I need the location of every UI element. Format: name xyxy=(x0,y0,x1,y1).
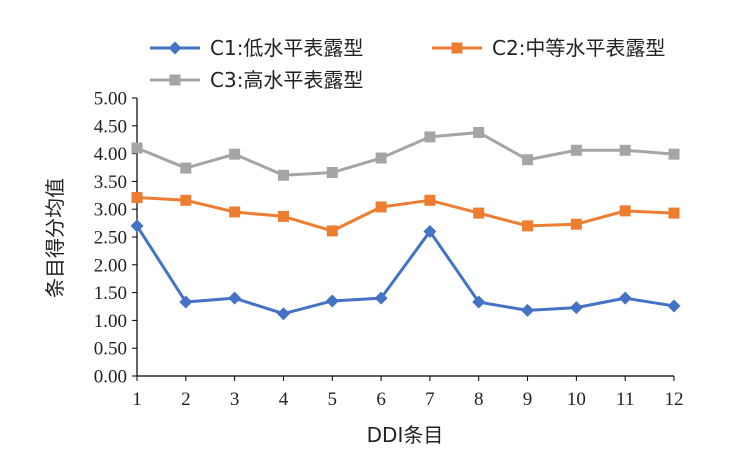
data-point xyxy=(473,207,485,219)
y-tick-label: 3.50 xyxy=(94,172,127,193)
y-tick-label: 4.50 xyxy=(94,116,127,137)
data-point xyxy=(325,294,339,308)
data-point xyxy=(375,201,387,213)
legend-item: C2:中等水平表露型 xyxy=(432,36,665,60)
data-point xyxy=(130,219,144,233)
data-point xyxy=(522,154,534,166)
y-tick-label: 1.00 xyxy=(94,311,127,332)
legend-label: C2:中等水平表露型 xyxy=(492,36,665,60)
data-point xyxy=(375,152,387,164)
data-point xyxy=(473,126,485,138)
x-axis-title: DDI条目 xyxy=(367,423,444,447)
data-point xyxy=(472,295,486,309)
data-point xyxy=(521,303,535,317)
y-tick-label: 2.00 xyxy=(94,255,127,276)
data-point xyxy=(326,225,338,237)
data-point xyxy=(424,131,436,143)
data-point xyxy=(668,148,680,160)
y-tick-label: 2.50 xyxy=(94,228,127,249)
legend-marker xyxy=(168,41,182,55)
series-1 xyxy=(130,219,681,321)
y-tick-label: 1.50 xyxy=(94,283,127,304)
data-point xyxy=(424,194,436,206)
data-point xyxy=(131,142,143,154)
data-point xyxy=(374,291,388,305)
data-point xyxy=(423,224,437,238)
data-point xyxy=(277,210,289,222)
data-point xyxy=(522,220,534,232)
data-point xyxy=(667,299,681,313)
y-tick-label: 0.50 xyxy=(94,339,127,360)
data-point xyxy=(668,207,680,219)
data-point xyxy=(326,167,338,179)
series-line xyxy=(135,225,675,316)
data-point xyxy=(180,162,192,174)
x-tick-label: 2 xyxy=(181,389,191,410)
x-tick-label: 1 xyxy=(132,389,142,410)
series-line xyxy=(136,130,675,177)
y-tick-label: 4.00 xyxy=(94,144,127,165)
x-tick-label: 3 xyxy=(230,389,240,410)
legend-label: C3:高水平表露型 xyxy=(210,68,363,92)
data-point xyxy=(570,218,582,230)
axes: 0.00 0.50 1.00 1.50 2.00 2.50 3.00 3.50 4.00 4.50… xyxy=(94,89,684,411)
y-tick-label: 3.00 xyxy=(94,200,127,221)
x-tick-label: 7 xyxy=(425,389,435,410)
data-point xyxy=(180,194,192,206)
x-tick-label: 8 xyxy=(474,389,484,410)
legend-item: C3:高水平表露型 xyxy=(150,68,363,92)
x-tick-label: 12 xyxy=(665,389,684,410)
data-point xyxy=(229,148,241,160)
data-point xyxy=(619,144,631,156)
data-point xyxy=(570,144,582,156)
data-point xyxy=(619,205,631,217)
data-point xyxy=(179,295,193,309)
legend: C1:低水平表露型 C2:中等水平表露型 C3:高水平表露型 xyxy=(150,36,665,92)
y-axis-title: 条目得分均值 xyxy=(43,178,67,298)
x-tick-label: 9 xyxy=(523,389,533,410)
data-point xyxy=(618,291,632,305)
x-tick-label: 6 xyxy=(376,389,386,410)
y-tick-label: 0.00 xyxy=(94,367,127,388)
series-2 xyxy=(131,192,680,237)
series-3 xyxy=(131,126,680,181)
data-point xyxy=(569,301,583,315)
legend-label: C1:低水平表露型 xyxy=(210,36,363,60)
data-point xyxy=(131,192,143,204)
legend-item: C1:低水平表露型 xyxy=(150,36,363,60)
plot-area xyxy=(130,126,681,321)
x-tick-label: 11 xyxy=(616,389,634,410)
x-tick-label: 5 xyxy=(328,389,338,410)
data-point xyxy=(228,291,242,305)
y-tick-label: 5.00 xyxy=(94,89,127,110)
legend-marker xyxy=(451,42,463,54)
x-tick-label: 4 xyxy=(279,389,289,410)
data-point xyxy=(277,169,289,181)
x-tick-label: 10 xyxy=(567,389,586,410)
data-point xyxy=(276,307,290,321)
data-point xyxy=(229,206,241,218)
legend-marker xyxy=(169,74,181,86)
series-line xyxy=(136,196,675,233)
